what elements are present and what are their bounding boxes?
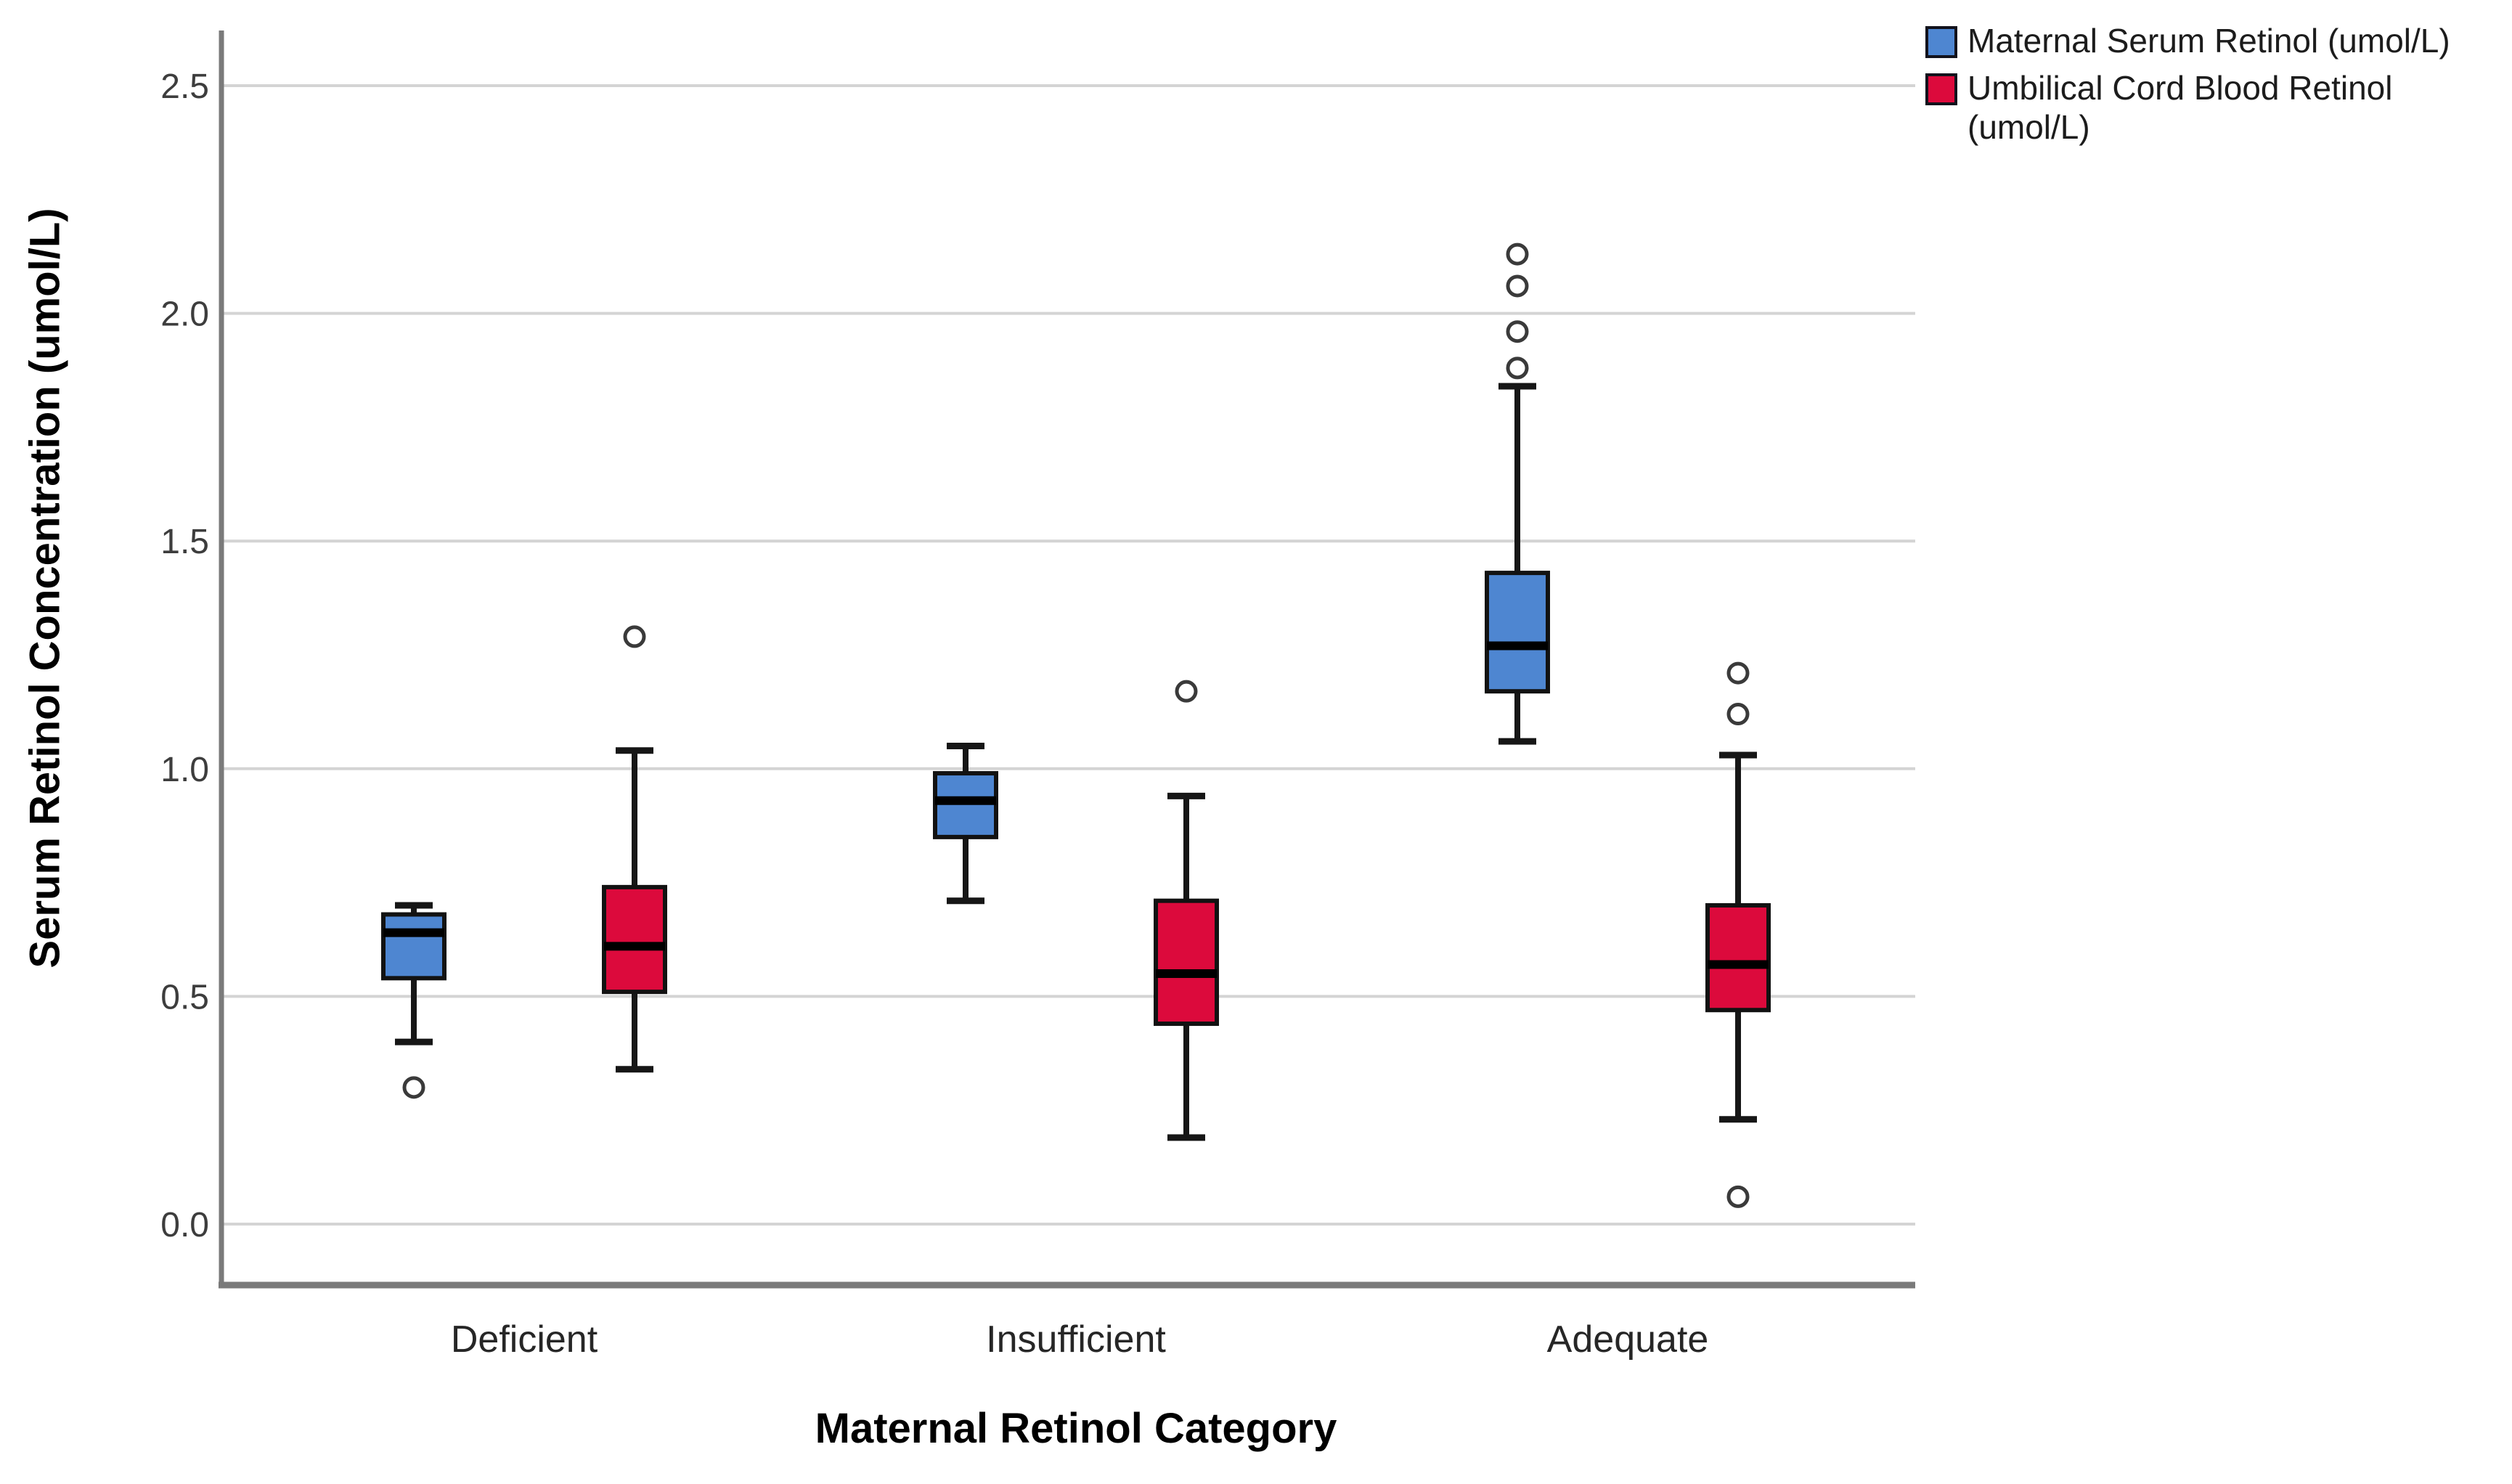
x-category-label-deficient: Deficient (451, 1318, 598, 1361)
legend: Maternal Serum Retinol (umol/L) Umbilica… (1925, 22, 2499, 155)
y-tick-label-0.5: 0.5 (160, 978, 209, 1016)
legend-label-maternal-serum: Maternal Serum Retinol (umol/L) (1967, 22, 2450, 60)
outlier-cord-insufficient (1175, 680, 1198, 703)
legend-item-maternal-serum: Maternal Serum Retinol (umol/L) (1925, 22, 2499, 60)
legend-swatch-cord-blood (1925, 73, 1957, 106)
legend-label-cord-blood: Umbilical Cord Blood Retinol (umol/L) (1967, 69, 2393, 146)
x-axis-title: Maternal Retinol Category (815, 1405, 1337, 1452)
outlier-cord-adequate (1726, 1185, 1750, 1208)
y-tick-label-1.5: 1.5 (160, 523, 209, 561)
outlier-maternal-deficient (402, 1076, 425, 1099)
outlier-maternal-adequate (1506, 356, 1529, 380)
outlier-maternal-adequate (1506, 242, 1529, 266)
outlier-maternal-adequate (1506, 274, 1529, 298)
box-cord-insufficient (1154, 898, 1219, 1027)
box-cord-deficient (602, 884, 667, 995)
legend-swatch-maternal-serum (1925, 26, 1957, 58)
box-maternal-deficient (381, 912, 446, 981)
y-tick-label-2.5: 2.5 (160, 68, 209, 106)
box-maternal-adequate (1485, 571, 1550, 694)
y-tick-label-1.0: 1.0 (160, 751, 209, 789)
outlier-cord-adequate (1726, 703, 1750, 726)
x-category-label-insufficient: Insufficient (986, 1318, 1166, 1361)
y-tick-label-2.0: 2.0 (160, 295, 209, 334)
x-category-label-adequate: Adequate (1547, 1318, 1709, 1361)
outlier-cord-adequate (1726, 661, 1750, 685)
outlier-cord-deficient (623, 625, 646, 648)
box-maternal-insufficient (933, 771, 998, 839)
y-axis-title: Serum Retinol Concentration (umol/L) (21, 208, 69, 969)
y-tick-label-0.0: 0.0 (160, 1206, 209, 1244)
outlier-maternal-adequate (1506, 320, 1529, 343)
legend-item-cord-blood: Umbilical Cord Blood Retinol (umol/L) (1925, 69, 2499, 147)
box-cord-adequate (1705, 902, 1771, 1013)
